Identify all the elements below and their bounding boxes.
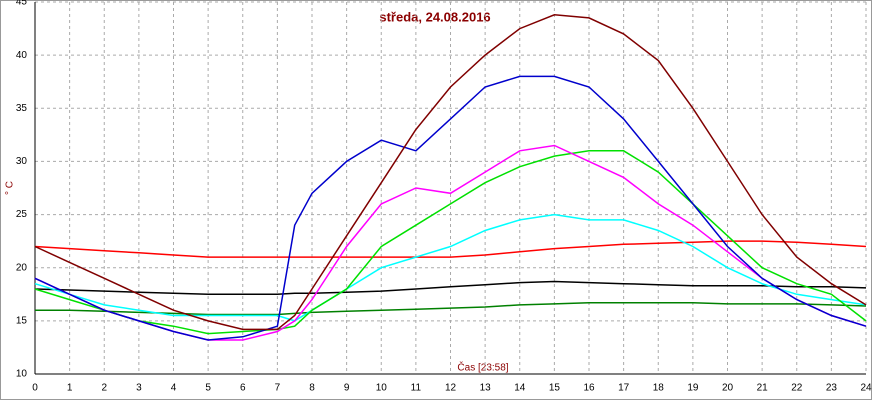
x-tick-label: 0 bbox=[32, 383, 38, 394]
series-line bbox=[34, 213, 867, 322]
chart-title: středa, 24.08.2016 bbox=[379, 9, 490, 24]
x-tick-label: 11 bbox=[411, 383, 422, 394]
y-tick-label: 10 bbox=[16, 369, 28, 380]
x-tick-label: 12 bbox=[445, 383, 457, 394]
x-tick-label: 7 bbox=[275, 383, 281, 394]
x-tick-label: 4 bbox=[171, 383, 177, 394]
x-tick-label: 21 bbox=[757, 383, 769, 394]
y-tick-label: 35 bbox=[16, 103, 28, 114]
series-line bbox=[34, 240, 867, 258]
series-line bbox=[34, 14, 867, 331]
x-tick-label: 20 bbox=[722, 383, 734, 394]
y-tick-label: 40 bbox=[16, 50, 28, 61]
x-tick-label: 13 bbox=[480, 383, 492, 394]
x-tick-label: 19 bbox=[687, 383, 699, 394]
x-tick-label: 9 bbox=[344, 383, 350, 394]
x-tick-label: 17 bbox=[618, 383, 630, 394]
x-tick-label: 16 bbox=[583, 383, 595, 394]
x-tick-label: 6 bbox=[240, 383, 246, 394]
x-tick-label: 8 bbox=[309, 383, 315, 394]
x-tick-label: 2 bbox=[101, 383, 107, 394]
x-tick-label: 15 bbox=[549, 383, 561, 394]
x-tick-label: 1 bbox=[67, 383, 73, 394]
x-tick-label: 3 bbox=[136, 383, 142, 394]
x-tick-label: 24 bbox=[860, 383, 872, 394]
x-tick-label: 22 bbox=[791, 383, 803, 394]
x-tick-label: 23 bbox=[826, 383, 838, 394]
x-axis-label: Čas [23:58] bbox=[457, 361, 508, 374]
series-line bbox=[35, 302, 867, 316]
y-tick-label: 20 bbox=[16, 262, 28, 273]
y-axis-label: ° C bbox=[5, 181, 16, 195]
y-tick-label: 45 bbox=[16, 0, 28, 8]
x-tick-label: 5 bbox=[205, 383, 211, 394]
y-tick-label: 15 bbox=[16, 315, 28, 326]
series-line bbox=[34, 280, 867, 296]
series-line bbox=[34, 75, 867, 341]
x-tick-label: 14 bbox=[514, 383, 526, 394]
y-tick-label: 30 bbox=[16, 156, 28, 167]
y-tick-label: 25 bbox=[16, 209, 28, 220]
series-line bbox=[34, 150, 867, 335]
x-tick-label: 18 bbox=[653, 383, 665, 394]
x-tick-label: 10 bbox=[376, 383, 388, 394]
